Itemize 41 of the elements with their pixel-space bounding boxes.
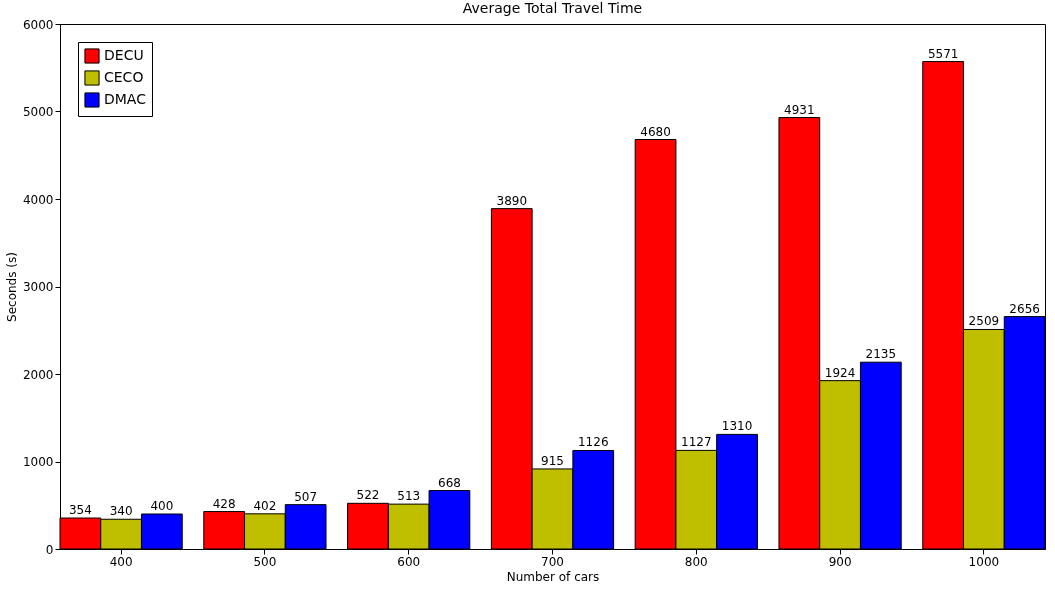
data-label: 507 xyxy=(294,489,318,504)
y-tick-label: 5000 xyxy=(22,105,54,119)
data-label: 2656 xyxy=(1009,301,1040,316)
y-tick-label: 2000 xyxy=(22,367,54,382)
data-label: 668 xyxy=(437,475,461,490)
legend-label: CECO xyxy=(104,69,144,85)
data-label: 340 xyxy=(109,504,133,519)
chart-title: Average Total Travel Time xyxy=(462,0,643,16)
data-label: 513 xyxy=(397,489,421,504)
data-label: 522 xyxy=(356,488,380,503)
data-label: 2509 xyxy=(968,314,1000,329)
data-label: 354 xyxy=(68,503,92,518)
legend-label: DECU xyxy=(104,47,144,63)
x-tick-label: 900 xyxy=(828,554,852,569)
data-label: 4680 xyxy=(640,124,671,139)
data-label: 1310 xyxy=(721,419,753,434)
y-axis-title: Seconds (s) xyxy=(4,252,19,322)
data-label: 5571 xyxy=(927,46,959,61)
x-tick-label: 400 xyxy=(109,554,133,569)
y-tick-label: 4000 xyxy=(22,192,54,207)
x-tick-label: 1000 xyxy=(968,554,1000,569)
data-label: 1924 xyxy=(824,365,856,380)
y-tick-label: 0 xyxy=(45,542,54,557)
data-label: 400 xyxy=(150,499,174,513)
x-tick-label: 600 xyxy=(397,554,421,569)
y-tick-label: 1000 xyxy=(22,455,54,469)
legend-label: DMAC xyxy=(104,91,147,107)
data-label: 2135 xyxy=(865,347,897,362)
data-label: 915 xyxy=(541,453,564,468)
data-label: 402 xyxy=(253,498,277,513)
x-tick-label: 800 xyxy=(684,554,708,569)
x-axis-title: Number of cars xyxy=(506,569,600,584)
data-label: 1127 xyxy=(681,435,712,450)
data-label: 1126 xyxy=(577,435,609,450)
data-label: 3890 xyxy=(496,193,528,208)
x-tick-label: 500 xyxy=(253,554,277,569)
x-tick-label: 700 xyxy=(541,554,564,569)
data-label: 428 xyxy=(212,496,236,511)
data-label: 4931 xyxy=(784,102,815,117)
y-tick-label: 3000 xyxy=(22,280,54,294)
y-tick-label: 6000 xyxy=(22,17,54,32)
